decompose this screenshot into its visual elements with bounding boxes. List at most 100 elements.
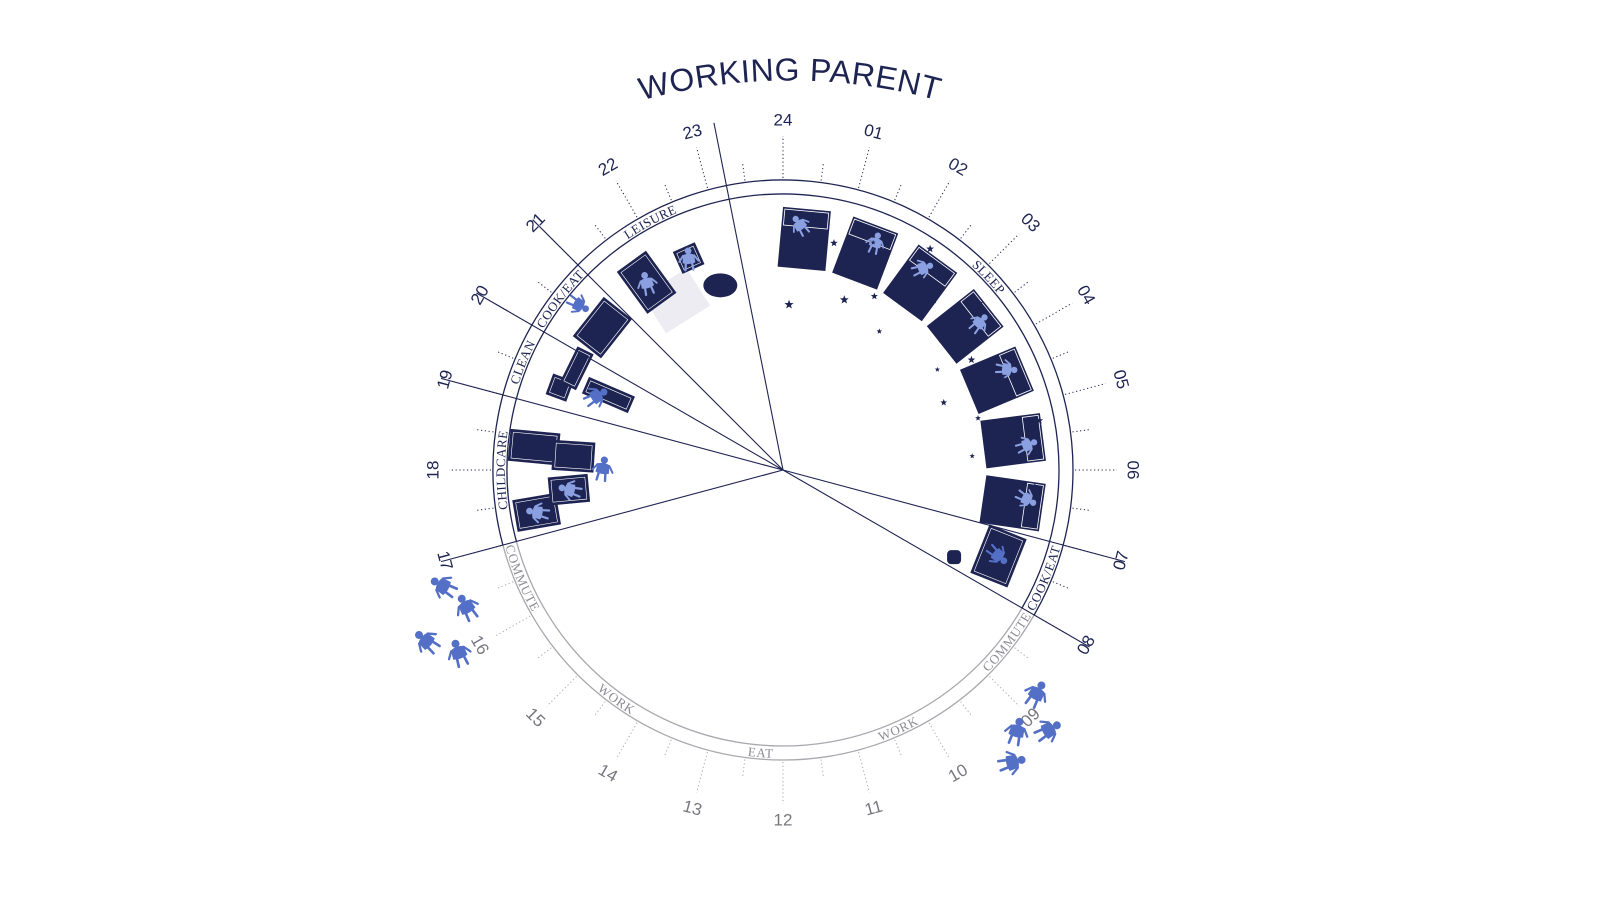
hour-label-11: 11	[863, 797, 885, 820]
star-icon	[870, 239, 876, 245]
furniture-icon	[616, 250, 677, 314]
activity-label: CHILDCARE	[492, 429, 510, 511]
half-hour-tick	[742, 759, 746, 778]
hour-label-15: 15	[522, 704, 549, 731]
hour-label-16: 16	[467, 632, 493, 658]
person-icon	[565, 294, 589, 313]
hour-divider-line	[476, 292, 784, 471]
hour-divider-line	[782, 469, 1126, 563]
half-hour-tick	[663, 183, 672, 201]
furniture-icon	[547, 473, 591, 506]
hour-tick	[696, 147, 708, 189]
diagram-title-text: WORKING PARENT	[635, 51, 945, 107]
star-icon	[999, 376, 1009, 385]
hour-label-23: 23	[681, 120, 704, 143]
person-icon	[526, 502, 551, 524]
activity-label-text: LEISURE	[621, 201, 678, 241]
person-icon	[968, 314, 988, 335]
furniture-icon	[970, 524, 1027, 588]
star-icon	[934, 366, 940, 372]
person-icon	[430, 576, 459, 599]
half-hour-tick	[1052, 581, 1070, 590]
hour-tick	[546, 676, 577, 707]
bed-icon	[926, 288, 1004, 364]
half-hour-tick	[1052, 350, 1070, 359]
hour-divider-line	[713, 122, 784, 471]
half-hour-tick	[960, 223, 973, 239]
ring-arc-active	[506, 193, 1060, 609]
activity-label: WORK	[876, 713, 921, 744]
hour-tick	[928, 722, 951, 760]
half-hour-tick	[593, 701, 606, 717]
activity-label-text: COOK/EAT	[1023, 543, 1063, 612]
activity-label: SLEEP	[970, 257, 1009, 297]
ottoman-icon	[703, 273, 738, 298]
half-hour-tick	[475, 507, 494, 511]
person-icon	[591, 456, 614, 483]
bed-icon	[832, 216, 899, 290]
person-icon	[994, 359, 1018, 379]
star-icon	[876, 328, 883, 334]
activity-label: COMMUTE	[979, 609, 1034, 674]
activity-label-text: WORK	[876, 713, 920, 744]
hour-divider-line	[440, 469, 784, 563]
hour-divider-line	[440, 377, 784, 471]
hour-tick	[928, 180, 951, 218]
star-icon	[839, 295, 849, 304]
hour-label-01: 01	[862, 120, 885, 143]
hour-label-13: 13	[681, 796, 704, 819]
half-hour-tick	[894, 183, 903, 201]
star-icon	[973, 298, 984, 308]
star-icon	[784, 299, 794, 309]
furniture-icon	[551, 439, 596, 473]
diagram-title: WORKING PARENT	[635, 51, 945, 107]
person-icon	[865, 232, 885, 255]
half-hour-tick	[960, 701, 973, 717]
activity-label-text: SLEEP	[970, 257, 1009, 297]
person-icon	[910, 259, 934, 279]
hour-label-22: 22	[595, 154, 621, 180]
hour-dividers	[440, 122, 1126, 648]
stool-icon	[947, 550, 962, 565]
star-icon	[1002, 456, 1011, 464]
furniture-icon	[672, 242, 705, 274]
hour-tick	[696, 751, 708, 793]
person-icon	[456, 594, 479, 623]
star-icon	[975, 415, 981, 421]
person-icon	[1014, 489, 1037, 507]
half-hour-tick	[820, 162, 824, 181]
hour-tick	[615, 722, 638, 760]
person-icon	[637, 272, 658, 297]
half-hour-tick	[742, 162, 746, 181]
person-icon	[447, 639, 472, 669]
commuter-figures	[415, 576, 1061, 776]
star-icon	[1035, 416, 1044, 424]
hour-divider-line	[782, 469, 1090, 648]
bed-icon	[980, 413, 1046, 469]
bed-icon	[979, 475, 1046, 532]
rug-icon	[642, 268, 711, 334]
hour-label-12: 12	[774, 811, 793, 830]
bed-icon	[883, 244, 958, 322]
hour-label-04: 04	[1073, 282, 1099, 308]
activity-label-text: EAT	[747, 743, 773, 760]
hour-tick	[989, 233, 1020, 264]
half-hour-tick	[894, 739, 903, 757]
star-icon	[1031, 482, 1039, 489]
activity-label: WORK	[595, 680, 638, 717]
hour-tick	[493, 615, 531, 638]
furniture-icon	[572, 296, 632, 359]
half-hour-tick	[1072, 429, 1091, 433]
bed-icon	[960, 346, 1034, 415]
activity-label: COOK/EAT	[1023, 543, 1063, 612]
person-icon	[678, 247, 700, 272]
sleep-scene	[777, 206, 1046, 532]
hour-label-18: 18	[424, 461, 443, 480]
hour-label-10: 10	[945, 760, 971, 786]
person-icon	[1024, 681, 1047, 709]
hour-tick	[858, 147, 870, 189]
activity-label: COMMUTE	[503, 543, 544, 614]
hour-divider-line	[532, 219, 784, 471]
ring-arc-active	[492, 179, 1074, 616]
